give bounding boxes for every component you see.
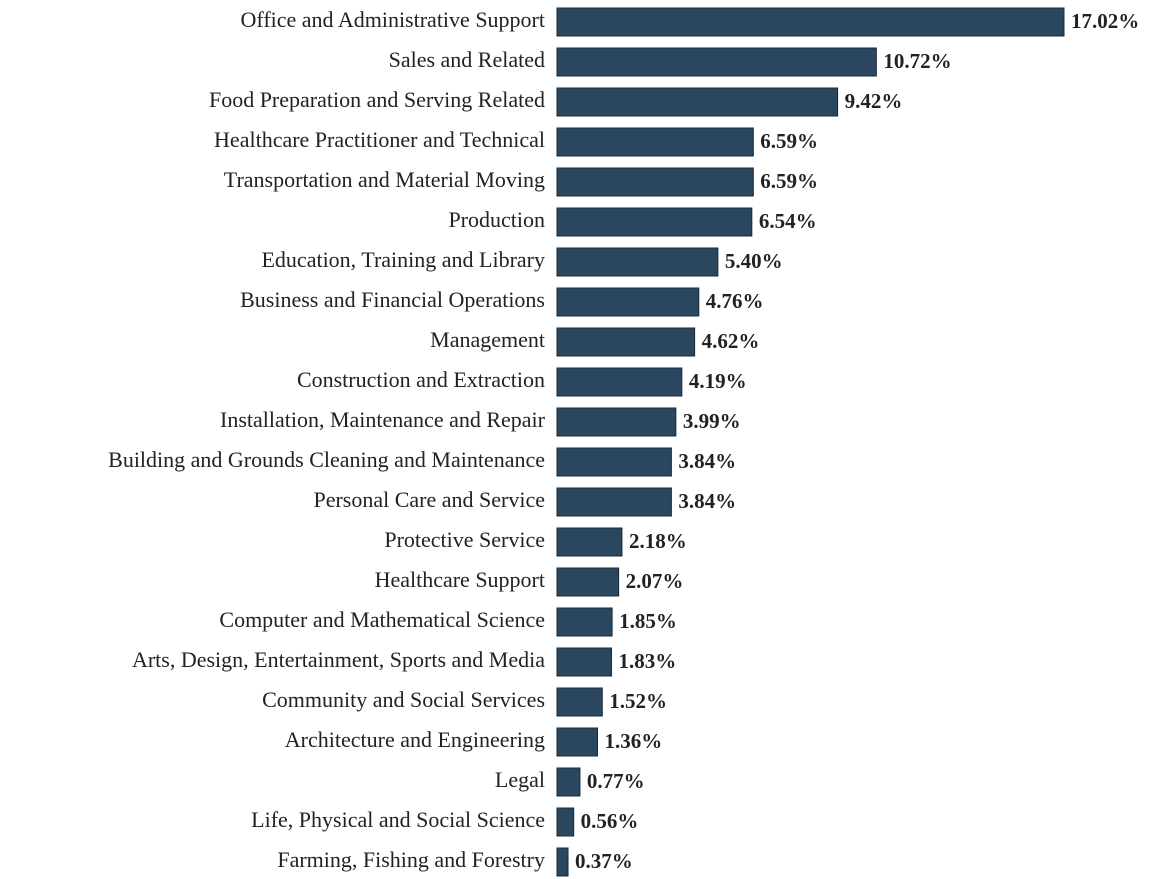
category-label: Transportation and Material Moving [224, 167, 545, 192]
value-label: 1.36% [605, 729, 663, 753]
bar [556, 127, 754, 157]
value-label: 6.59% [760, 169, 818, 193]
category-label: Community and Social Services [262, 687, 545, 712]
value-label: 17.02% [1071, 9, 1139, 33]
value-label: 4.76% [706, 289, 764, 313]
value-label: 2.18% [629, 529, 687, 553]
bar [556, 767, 581, 797]
category-label: Business and Financial Operations [240, 287, 545, 312]
category-label: Architecture and Engineering [285, 727, 545, 752]
category-label: Installation, Maintenance and Repair [220, 407, 546, 432]
bar [556, 807, 575, 837]
bar [556, 487, 672, 517]
value-label: 4.62% [702, 329, 760, 353]
category-label: Protective Service [384, 527, 545, 552]
bar [556, 367, 683, 397]
bar [556, 7, 1065, 37]
bar [556, 687, 603, 717]
bar [556, 327, 696, 357]
category-label: Healthcare Support [375, 567, 545, 592]
category-label: Construction and Extraction [297, 367, 545, 392]
value-label: 0.37% [575, 849, 633, 873]
value-label: 5.40% [725, 249, 783, 273]
value-label: 3.84% [678, 449, 736, 473]
value-label: 10.72% [883, 49, 951, 73]
category-label: Building and Grounds Cleaning and Mainte… [108, 447, 545, 472]
bar [556, 567, 620, 597]
bar [556, 407, 677, 437]
value-label: 1.52% [609, 689, 667, 713]
value-label: 2.07% [626, 569, 684, 593]
category-label: Management [430, 327, 545, 352]
category-label: Food Preparation and Serving Related [209, 87, 545, 112]
bar [556, 167, 754, 197]
category-label: Computer and Mathematical Science [219, 607, 545, 632]
value-label: 6.59% [760, 129, 818, 153]
bar [556, 47, 877, 77]
category-label: Office and Administrative Support [241, 7, 546, 32]
bar [556, 87, 839, 117]
category-label: Life, Physical and Social Science [251, 807, 545, 832]
category-label: Sales and Related [389, 47, 545, 72]
value-label: 4.19% [689, 369, 747, 393]
value-label: 3.99% [683, 409, 741, 433]
category-label: Legal [495, 767, 545, 792]
value-label: 6.54% [759, 209, 817, 233]
category-label: Healthcare Practitioner and Technical [214, 127, 545, 152]
value-label: 0.77% [587, 769, 645, 793]
bar [556, 607, 613, 637]
category-label: Arts, Design, Entertainment, Sports and … [132, 647, 545, 672]
value-label: 0.56% [581, 809, 639, 833]
category-label: Education, Training and Library [261, 247, 545, 272]
bar [556, 527, 623, 557]
bar [556, 447, 672, 477]
bar [556, 847, 569, 877]
category-label: Farming, Fishing and Forestry [277, 847, 545, 872]
bar [556, 207, 753, 237]
value-label: 3.84% [678, 489, 736, 513]
category-label: Production [448, 207, 545, 232]
category-label: Personal Care and Service [313, 487, 545, 512]
value-label: 1.85% [619, 609, 677, 633]
bar [556, 647, 613, 677]
value-label: 9.42% [845, 89, 903, 113]
bar [556, 727, 599, 757]
bar [556, 247, 719, 277]
value-label: 1.83% [619, 649, 677, 673]
bar [556, 287, 700, 317]
